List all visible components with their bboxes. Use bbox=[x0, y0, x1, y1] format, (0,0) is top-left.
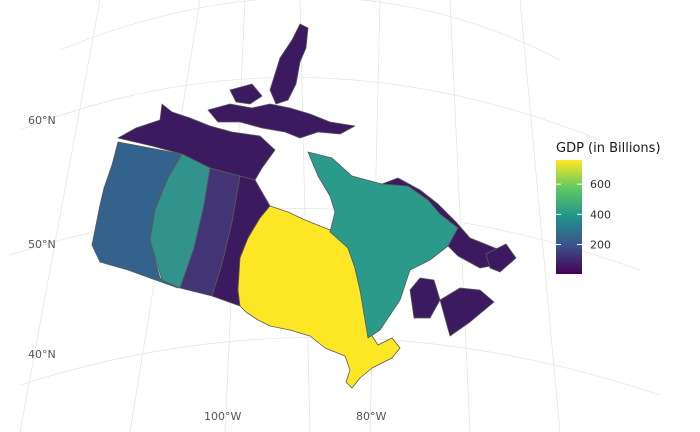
parallel-70 bbox=[59, 0, 561, 61]
lat-label-50: 50°N bbox=[28, 238, 56, 251]
lat-label-60: 60°N bbox=[28, 114, 56, 127]
meridian-120 bbox=[19, 0, 101, 432]
region-arctic-islands-2 bbox=[229, 83, 263, 105]
provinces bbox=[91, 23, 517, 389]
legend: GDP (in Billions) 600 400 200 bbox=[556, 141, 661, 274]
region-atlantic-nfld bbox=[485, 243, 517, 273]
meridian-60 bbox=[519, 0, 561, 432]
lon-label-100: 100°W bbox=[204, 410, 241, 423]
legend-tick-label: 400 bbox=[590, 208, 611, 221]
parallel-60 bbox=[19, 76, 601, 141]
lat-label-40: 40°N bbox=[28, 348, 56, 361]
region-atlantic-nb bbox=[409, 277, 441, 319]
region-arctic-islands-3 bbox=[207, 103, 356, 139]
legend-ticks: 600 400 200 bbox=[556, 178, 611, 252]
legend-title: GDP (in Billions) bbox=[556, 141, 661, 156]
lon-label-80: 80°W bbox=[356, 410, 386, 423]
region-atlantic-ns bbox=[439, 287, 495, 337]
legend-colorbar bbox=[556, 160, 582, 274]
meridian-90 bbox=[299, 0, 311, 432]
region-arctic-islands bbox=[269, 23, 309, 105]
legend-tick-label: 600 bbox=[590, 178, 611, 191]
legend-tick-label: 200 bbox=[590, 239, 611, 252]
meridian-70 bbox=[449, 0, 471, 432]
